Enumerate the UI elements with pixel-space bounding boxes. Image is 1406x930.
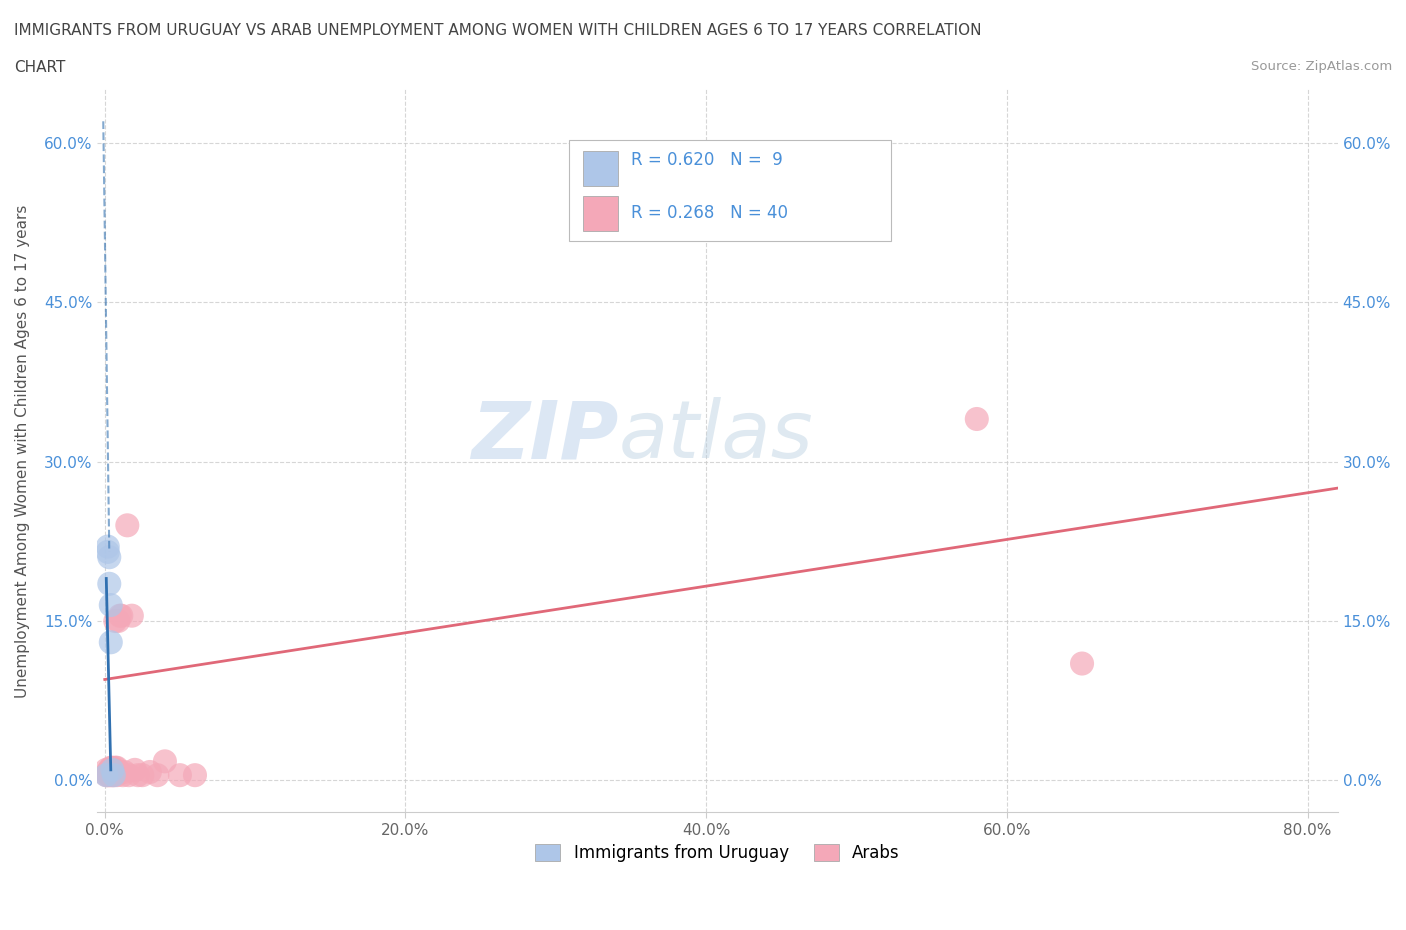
Point — [103, 768, 125, 783]
Point — [111, 768, 134, 783]
Point — [101, 763, 124, 777]
Point — [107, 614, 129, 629]
FancyBboxPatch shape — [568, 140, 891, 241]
Point — [96, 768, 118, 783]
Point — [101, 764, 124, 779]
Text: R = 0.620   N =  9: R = 0.620 N = 9 — [631, 152, 782, 169]
Y-axis label: Unemployment Among Women with Children Ages 6 to 17 years: Unemployment Among Women with Children A… — [15, 205, 30, 698]
Text: Source: ZipAtlas.com: Source: ZipAtlas.com — [1251, 60, 1392, 73]
Point — [104, 614, 127, 629]
Point — [97, 768, 120, 783]
Point — [121, 608, 143, 623]
Point — [101, 761, 124, 776]
Point — [184, 768, 207, 783]
Point — [124, 763, 146, 777]
Point — [98, 577, 121, 591]
Point — [97, 764, 120, 779]
Text: atlas: atlas — [619, 397, 813, 475]
Point — [100, 598, 122, 613]
Point — [98, 768, 121, 783]
Legend: Immigrants from Uruguay, Arabs: Immigrants from Uruguay, Arabs — [529, 838, 907, 870]
Point — [101, 768, 124, 783]
Point — [105, 768, 128, 783]
Point — [96, 763, 118, 777]
Point — [117, 518, 139, 533]
Point — [100, 635, 122, 650]
Point — [110, 608, 132, 623]
FancyBboxPatch shape — [583, 151, 619, 186]
Point — [112, 764, 135, 779]
Point — [1071, 656, 1094, 671]
Text: IMMIGRANTS FROM URUGUAY VS ARAB UNEMPLOYMENT AMONG WOMEN WITH CHILDREN AGES 6 TO: IMMIGRANTS FROM URUGUAY VS ARAB UNEMPLOY… — [14, 23, 981, 38]
Text: ZIP: ZIP — [471, 397, 619, 475]
Point — [98, 550, 121, 565]
Point — [153, 754, 176, 769]
Text: CHART: CHART — [14, 60, 66, 75]
Point — [98, 764, 121, 779]
Point — [103, 768, 125, 783]
Point — [100, 764, 122, 779]
Point — [97, 539, 120, 554]
Point — [104, 761, 127, 776]
Point — [107, 764, 129, 779]
Point — [169, 768, 191, 783]
Point — [127, 768, 149, 783]
Point — [146, 768, 169, 783]
Point — [96, 768, 118, 783]
Point — [966, 412, 988, 427]
Point — [104, 764, 127, 779]
Point — [97, 544, 120, 559]
Point — [103, 763, 125, 777]
Point — [131, 768, 153, 783]
Point — [108, 764, 131, 779]
Point — [108, 608, 131, 623]
FancyBboxPatch shape — [583, 196, 619, 231]
Point — [118, 768, 141, 783]
Point — [139, 764, 162, 779]
Point — [98, 763, 121, 777]
Point — [100, 761, 122, 776]
Point — [105, 761, 128, 776]
Text: R = 0.268   N = 40: R = 0.268 N = 40 — [631, 204, 787, 222]
Point — [100, 768, 122, 783]
